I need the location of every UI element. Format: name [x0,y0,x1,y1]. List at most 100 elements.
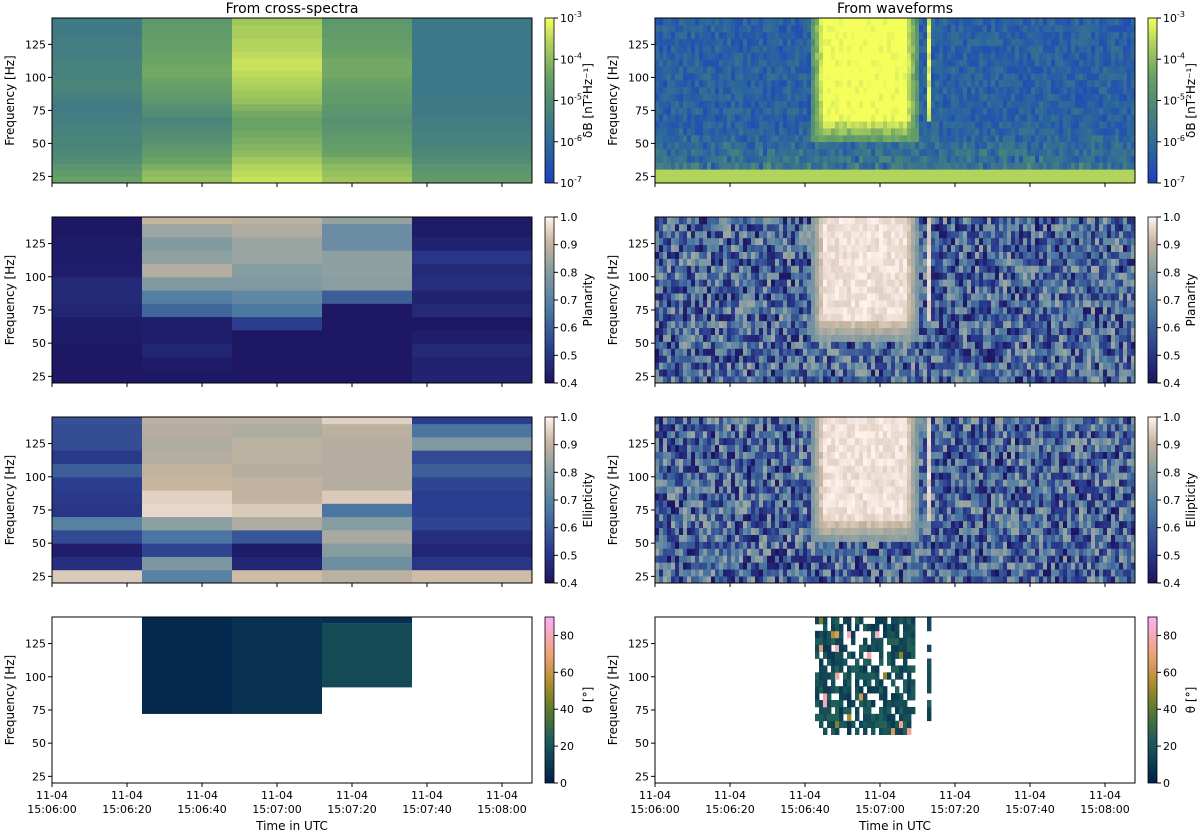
heatmap-cell [719,293,724,301]
heatmap-cell [747,223,752,232]
heatmap-cell [899,73,904,81]
heatmap-cell [735,300,740,308]
heatmap-cell [679,155,684,163]
heatmap-cell [823,306,828,315]
heatmap-cell [679,376,684,384]
heatmap-cell [939,306,944,315]
heatmap-cell [947,320,952,329]
heatmap-cell [739,300,744,308]
heatmap-cell [991,79,996,88]
heatmap-cell [935,128,940,136]
heatmap-cell [723,265,728,273]
heatmap-cell [671,31,676,40]
heatmap-cell [767,59,772,67]
heatmap-cell [923,362,928,370]
heatmap-cell [232,136,323,144]
heatmap-cell [911,148,916,156]
heatmap-cell [787,107,792,115]
heatmap-cell [803,272,808,280]
heatmap-cell [875,114,880,122]
heatmap-cell [1071,31,1076,40]
heatmap-cell [655,107,660,115]
heatmap-cell [983,66,988,74]
heatmap-cell [923,251,928,259]
heatmap-cell [899,369,904,377]
heatmap-cell [759,18,764,26]
heatmap-cell [807,107,812,115]
heatmap-cell [232,110,323,118]
heatmap-cell [787,18,792,26]
heatmap-cell [843,162,848,170]
heatmap-cell [803,334,808,342]
heatmap-cell [771,176,776,184]
heatmap-cell [835,176,840,184]
heatmap-cell [663,128,668,136]
heatmap-cell [683,18,688,26]
heatmap-cell [895,369,900,377]
heatmap-cell [927,24,932,33]
heatmap-cell [935,86,940,95]
heatmap-cell [867,107,872,115]
heatmap-cell [799,59,804,67]
heatmap-cell [915,217,920,225]
heatmap-cell [767,24,772,33]
heatmap-cell [1071,59,1076,67]
heatmap-cell [655,128,660,136]
heatmap-cell [791,18,796,26]
heatmap-cell [232,223,323,238]
heatmap-cell [783,362,788,370]
heatmap-cell [1111,31,1116,40]
heatmap-cell [1055,176,1060,184]
heatmap-cell [1091,148,1096,156]
heatmap-cell [931,320,936,329]
heatmap-cell [1115,52,1120,60]
heatmap-cell [1107,52,1112,60]
heatmap-cell [727,320,732,329]
heatmap-cell [1011,128,1016,136]
heatmap-cell [791,313,796,322]
heatmap-cell [875,141,880,150]
heatmap-cell [975,121,980,129]
heatmap-cell [667,341,672,349]
heatmap-cell [751,341,756,349]
heatmap-cell [723,376,728,384]
heatmap-cell [1123,45,1128,53]
heatmap-cell [699,45,704,53]
heatmap-cell [939,272,944,280]
heatmap-cell [763,169,768,177]
heatmap-cell [691,313,696,322]
heatmap-cell [695,107,700,115]
heatmap-cell [831,327,836,335]
heatmap-cell [727,265,732,273]
heatmap-cell [1003,86,1008,95]
heatmap-cell [819,73,824,81]
heatmap-cell [1019,66,1024,74]
heatmap-cell [999,148,1004,156]
heatmap-cell [1015,128,1020,136]
heatmap-cell [819,141,824,150]
heatmap-cell [1071,134,1076,143]
heatmap-cell [891,73,896,81]
heatmap-cell [687,52,692,60]
heatmap-cell [931,258,936,266]
heatmap-cell [739,31,744,40]
heatmap-cell [659,286,664,294]
heatmap-cell [911,24,916,33]
heatmap-cell [779,320,784,329]
heatmap-cell [891,265,896,273]
heatmap-cell [52,130,143,138]
heatmap-cell [1003,169,1008,177]
heatmap-cell [1127,141,1132,150]
heatmap-cell [803,279,808,287]
heatmap-cell [771,18,776,26]
heatmap-cell [803,223,808,232]
heatmap-cell [683,52,688,60]
heatmap-cell [859,244,864,252]
y-tick-label: 25 [635,170,649,183]
heatmap-cell [783,272,788,280]
heatmap-cell [879,293,884,301]
heatmap-cell [663,100,668,108]
heatmap-cell [871,128,876,136]
heatmap-cell [1075,169,1080,177]
heatmap-cell [691,223,696,232]
